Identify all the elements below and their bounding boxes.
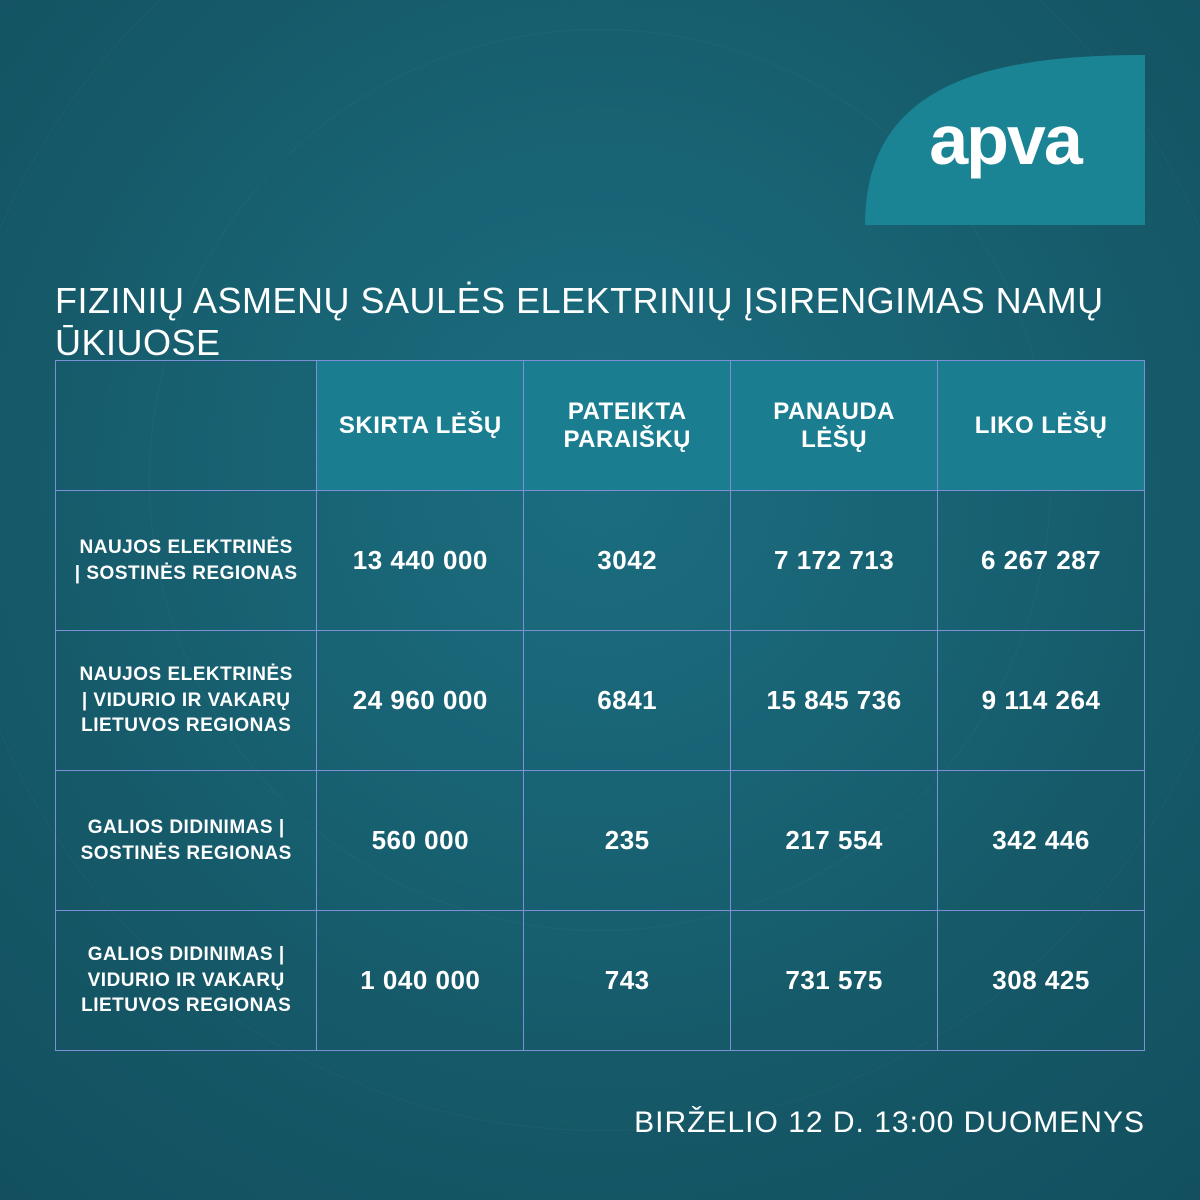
table-header-row: SKIRTA LĖŠŲ PATEIKTA PARAIŠKŲ PANAUDA LĖ… [56,361,1145,491]
cell: 15 845 736 [731,631,938,771]
cell: 7 172 713 [731,491,938,631]
cell: 13 440 000 [317,491,524,631]
col-header-pateikta: PATEIKTA PARAIŠKŲ [524,361,731,491]
cell: 342 446 [938,771,1145,911]
row-header: NAUJOS ELEKTRINĖS | SOSTINĖS REGIONAS [56,491,317,631]
cell: 308 425 [938,911,1145,1051]
cell: 217 554 [731,771,938,911]
data-timestamp: BIRŽELIO 12 D. 13:00 DUOMENYS [634,1106,1145,1140]
cell: 3042 [524,491,731,631]
page-title: FIZINIŲ ASMENŲ SAULĖS ELEKTRINIŲ ĮSIRENG… [55,280,1145,364]
cell: 731 575 [731,911,938,1051]
col-header-skirta: SKIRTA LĖŠŲ [317,361,524,491]
col-header-empty [56,361,317,491]
brand-name: apva [929,100,1081,180]
col-header-liko: LIKO LĖŠŲ [938,361,1145,491]
col-header-panauda: PANAUDA LĖŠŲ [731,361,938,491]
table-row: NAUJOS ELEKTRINĖS | SOSTINĖS REGIONAS 13… [56,491,1145,631]
cell: 560 000 [317,771,524,911]
table-row: GALIOS DIDINIMAS | SOSTINĖS REGIONAS 560… [56,771,1145,911]
funding-table: SKIRTA LĖŠŲ PATEIKTA PARAIŠKŲ PANAUDA LĖ… [55,360,1145,1051]
cell: 6841 [524,631,731,771]
cell: 24 960 000 [317,631,524,771]
brand-logo: apva [865,55,1145,225]
cell: 235 [524,771,731,911]
table-row: GALIOS DIDINIMAS | VIDURIO IR VAKARŲ LIE… [56,911,1145,1051]
cell: 9 114 264 [938,631,1145,771]
cell: 743 [524,911,731,1051]
row-header: GALIOS DIDINIMAS | SOSTINĖS REGIONAS [56,771,317,911]
table-row: NAUJOS ELEKTRINĖS | VIDURIO IR VAKARŲ LI… [56,631,1145,771]
cell: 1 040 000 [317,911,524,1051]
row-header: NAUJOS ELEKTRINĖS | VIDURIO IR VAKARŲ LI… [56,631,317,771]
row-header: GALIOS DIDINIMAS | VIDURIO IR VAKARŲ LIE… [56,911,317,1051]
cell: 6 267 287 [938,491,1145,631]
